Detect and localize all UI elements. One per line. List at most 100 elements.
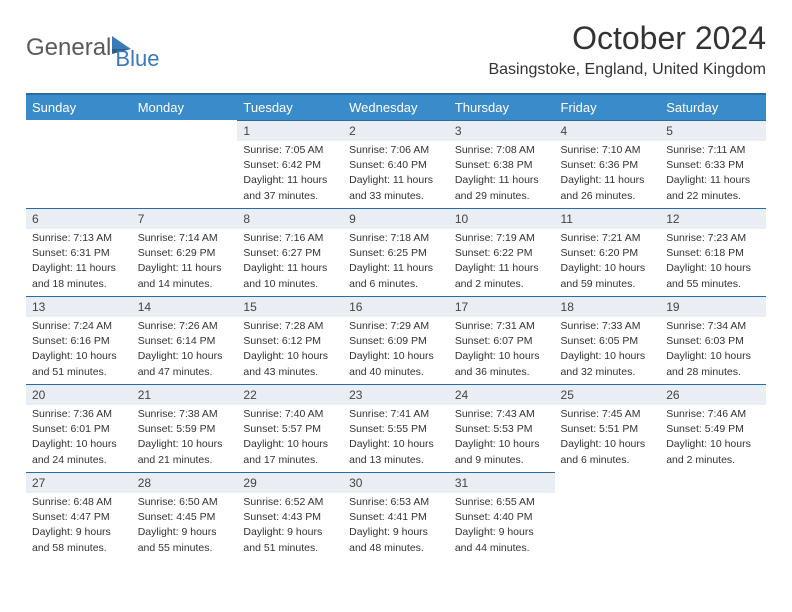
calendar-day-cell: 24Sunrise: 7:43 AMSunset: 5:53 PMDayligh… [449,384,555,472]
weekday-header: Tuesday [237,94,343,120]
day-details: Sunrise: 7:40 AMSunset: 5:57 PMDaylight:… [237,405,343,470]
calendar-day-cell: 14Sunrise: 7:26 AMSunset: 6:14 PMDayligh… [132,296,238,384]
calendar-day-cell: 25Sunrise: 7:45 AMSunset: 5:51 PMDayligh… [555,384,661,472]
day-number: 8 [237,208,343,229]
day-details: Sunrise: 7:33 AMSunset: 6:05 PMDaylight:… [555,317,661,382]
logo: General Blue [26,24,159,72]
day-details: Sunrise: 7:28 AMSunset: 6:12 PMDaylight:… [237,317,343,382]
day-number: 2 [343,120,449,141]
calendar-day-cell: 31Sunrise: 6:55 AMSunset: 4:40 PMDayligh… [449,472,555,560]
day-details: Sunrise: 7:10 AMSunset: 6:36 PMDaylight:… [555,141,661,206]
calendar-day-cell: 22Sunrise: 7:40 AMSunset: 5:57 PMDayligh… [237,384,343,472]
day-details: Sunrise: 7:29 AMSunset: 6:09 PMDaylight:… [343,317,449,382]
calendar-day-cell: 9Sunrise: 7:18 AMSunset: 6:25 PMDaylight… [343,208,449,296]
title-block: October 2024 Basingstoke, England, Unite… [488,20,766,79]
day-number: 21 [132,384,238,405]
calendar-day-cell: 17Sunrise: 7:31 AMSunset: 6:07 PMDayligh… [449,296,555,384]
page-header: General Blue October 2024 Basingstoke, E… [26,20,766,79]
day-number: 18 [555,296,661,317]
day-number: 12 [660,208,766,229]
day-details: Sunrise: 7:36 AMSunset: 6:01 PMDaylight:… [26,405,132,470]
day-number: 30 [343,472,449,493]
day-details: Sunrise: 6:55 AMSunset: 4:40 PMDaylight:… [449,493,555,558]
calendar-day-cell: 30Sunrise: 6:53 AMSunset: 4:41 PMDayligh… [343,472,449,560]
day-number: 3 [449,120,555,141]
day-details: Sunrise: 7:26 AMSunset: 6:14 PMDaylight:… [132,317,238,382]
day-details: Sunrise: 7:05 AMSunset: 6:42 PMDaylight:… [237,141,343,206]
calendar-day-cell: 4Sunrise: 7:10 AMSunset: 6:36 PMDaylight… [555,120,661,208]
day-details: Sunrise: 7:45 AMSunset: 5:51 PMDaylight:… [555,405,661,470]
day-details: Sunrise: 6:50 AMSunset: 4:45 PMDaylight:… [132,493,238,558]
day-number: 25 [555,384,661,405]
day-number: 24 [449,384,555,405]
day-details: Sunrise: 7:38 AMSunset: 5:59 PMDaylight:… [132,405,238,470]
day-details: Sunrise: 7:31 AMSunset: 6:07 PMDaylight:… [449,317,555,382]
calendar-body: ..1Sunrise: 7:05 AMSunset: 6:42 PMDaylig… [26,120,766,560]
day-number: 11 [555,208,661,229]
weekday-header: Saturday [660,94,766,120]
day-number: 6 [26,208,132,229]
day-number: 10 [449,208,555,229]
calendar-day-cell: 11Sunrise: 7:21 AMSunset: 6:20 PMDayligh… [555,208,661,296]
day-number: 22 [237,384,343,405]
calendar-week-row: 27Sunrise: 6:48 AMSunset: 4:47 PMDayligh… [26,472,766,560]
day-details: Sunrise: 6:48 AMSunset: 4:47 PMDaylight:… [26,493,132,558]
weekday-header: Friday [555,94,661,120]
calendar-day-cell: 20Sunrise: 7:36 AMSunset: 6:01 PMDayligh… [26,384,132,472]
day-number: 15 [237,296,343,317]
day-details: Sunrise: 7:11 AMSunset: 6:33 PMDaylight:… [660,141,766,206]
day-details: Sunrise: 7:46 AMSunset: 5:49 PMDaylight:… [660,405,766,470]
calendar-day-cell: 29Sunrise: 6:52 AMSunset: 4:43 PMDayligh… [237,472,343,560]
weekday-header: Sunday [26,94,132,120]
day-number: 27 [26,472,132,493]
calendar-day-cell: 3Sunrise: 7:08 AMSunset: 6:38 PMDaylight… [449,120,555,208]
calendar-day-cell: 27Sunrise: 6:48 AMSunset: 4:47 PMDayligh… [26,472,132,560]
day-number: 19 [660,296,766,317]
day-number: 7 [132,208,238,229]
day-details: Sunrise: 7:21 AMSunset: 6:20 PMDaylight:… [555,229,661,294]
day-details: Sunrise: 7:19 AMSunset: 6:22 PMDaylight:… [449,229,555,294]
day-details: Sunrise: 7:06 AMSunset: 6:40 PMDaylight:… [343,141,449,206]
weekday-header: Thursday [449,94,555,120]
day-number: 28 [132,472,238,493]
calendar-day-cell: 18Sunrise: 7:33 AMSunset: 6:05 PMDayligh… [555,296,661,384]
day-number: 13 [26,296,132,317]
calendar-day-cell: 5Sunrise: 7:11 AMSunset: 6:33 PMDaylight… [660,120,766,208]
calendar-day-cell [555,472,661,560]
day-number: 9 [343,208,449,229]
calendar-week-row: 20Sunrise: 7:36 AMSunset: 6:01 PMDayligh… [26,384,766,472]
day-details: Sunrise: 7:41 AMSunset: 5:55 PMDaylight:… [343,405,449,470]
day-number: 17 [449,296,555,317]
calendar-week-row: ..1Sunrise: 7:05 AMSunset: 6:42 PMDaylig… [26,120,766,208]
location: Basingstoke, England, United Kingdom [488,61,766,79]
day-details: Sunrise: 7:16 AMSunset: 6:27 PMDaylight:… [237,229,343,294]
day-number: 5 [660,120,766,141]
day-number: 29 [237,472,343,493]
calendar-day-cell: 12Sunrise: 7:23 AMSunset: 6:18 PMDayligh… [660,208,766,296]
calendar-day-cell: 7Sunrise: 7:14 AMSunset: 6:29 PMDaylight… [132,208,238,296]
weekday-header: Wednesday [343,94,449,120]
calendar-day-cell: 28Sunrise: 6:50 AMSunset: 4:45 PMDayligh… [132,472,238,560]
calendar-day-cell: 19Sunrise: 7:34 AMSunset: 6:03 PMDayligh… [660,296,766,384]
calendar-day-cell: 23Sunrise: 7:41 AMSunset: 5:55 PMDayligh… [343,384,449,472]
day-details: Sunrise: 7:34 AMSunset: 6:03 PMDaylight:… [660,317,766,382]
calendar-table: SundayMondayTuesdayWednesdayThursdayFrid… [26,93,766,560]
calendar-day-cell: 21Sunrise: 7:38 AMSunset: 5:59 PMDayligh… [132,384,238,472]
day-details: Sunrise: 7:18 AMSunset: 6:25 PMDaylight:… [343,229,449,294]
day-details: Sunrise: 6:52 AMSunset: 4:43 PMDaylight:… [237,493,343,558]
day-details: Sunrise: 7:24 AMSunset: 6:16 PMDaylight:… [26,317,132,382]
calendar-day-cell: 16Sunrise: 7:29 AMSunset: 6:09 PMDayligh… [343,296,449,384]
day-details: Sunrise: 7:08 AMSunset: 6:38 PMDaylight:… [449,141,555,206]
calendar-day-cell: . [132,120,238,208]
logo-text-general: General [26,34,111,62]
calendar-day-cell: 2Sunrise: 7:06 AMSunset: 6:40 PMDaylight… [343,120,449,208]
day-number: 1 [237,120,343,141]
calendar-day-cell: 13Sunrise: 7:24 AMSunset: 6:16 PMDayligh… [26,296,132,384]
day-number: 23 [343,384,449,405]
calendar-day-cell: 8Sunrise: 7:16 AMSunset: 6:27 PMDaylight… [237,208,343,296]
day-number: 31 [449,472,555,493]
day-number: 14 [132,296,238,317]
calendar-week-row: 13Sunrise: 7:24 AMSunset: 6:16 PMDayligh… [26,296,766,384]
day-number: 4 [555,120,661,141]
day-details: Sunrise: 7:43 AMSunset: 5:53 PMDaylight:… [449,405,555,470]
